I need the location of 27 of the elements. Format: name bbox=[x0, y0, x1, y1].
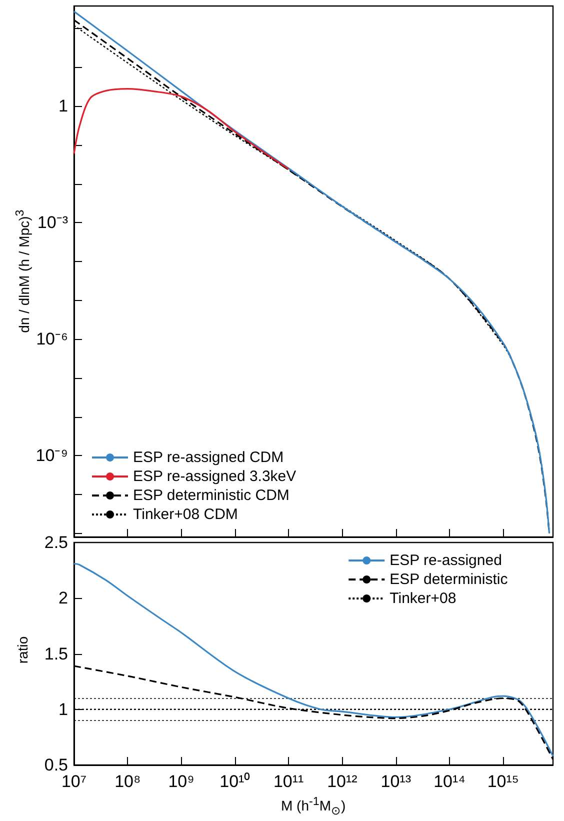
y-tick-label: 10⁻⁹ bbox=[36, 446, 68, 466]
x-tick-label: 10¹⁰ bbox=[220, 772, 250, 791]
legend-label: ESP re-assigned CDM bbox=[133, 449, 284, 466]
x-axis-title: M (h$^{-1}$M$_{⊙}$) bbox=[281, 795, 346, 818]
x-tick-label: 10¹⁴ bbox=[434, 772, 466, 791]
x-tick-label: 10⁸ bbox=[114, 772, 141, 791]
y-axis-title: ratio bbox=[14, 636, 30, 664]
y-tick-label: 1.5 bbox=[44, 644, 68, 664]
x-tick-label: 10¹¹ bbox=[273, 772, 304, 791]
y-tick-label: 1 bbox=[58, 700, 68, 719]
legend-label: ESP deterministic bbox=[390, 571, 508, 588]
y-tick-label: 2.5 bbox=[44, 533, 68, 552]
x-tick-label: 10¹⁵ bbox=[487, 772, 519, 791]
y-tick-label: 10⁻³ bbox=[37, 213, 68, 232]
x-tick-label: 10¹² bbox=[327, 772, 358, 791]
legend-label: ESP re-assigned bbox=[390, 552, 502, 569]
x-tick-label: 10¹³ bbox=[380, 772, 412, 791]
y-tick-label: 10⁻⁶ bbox=[36, 330, 68, 349]
legend-label: ESP deterministic CDM bbox=[133, 487, 290, 504]
legend-label: Tinker+08 bbox=[390, 590, 456, 607]
y-tick-label: 2 bbox=[58, 588, 68, 608]
y-tick-label: 1 bbox=[58, 96, 68, 116]
legend-label: ESP re-assigned 3.3keV bbox=[133, 468, 296, 485]
y-tick-label: 0.5 bbox=[44, 756, 68, 774]
x-tick-label: 10⁹ bbox=[168, 772, 194, 791]
legend-label: Tinker+08 CDM bbox=[133, 506, 238, 523]
x-tick-label: 10⁷ bbox=[61, 772, 87, 791]
